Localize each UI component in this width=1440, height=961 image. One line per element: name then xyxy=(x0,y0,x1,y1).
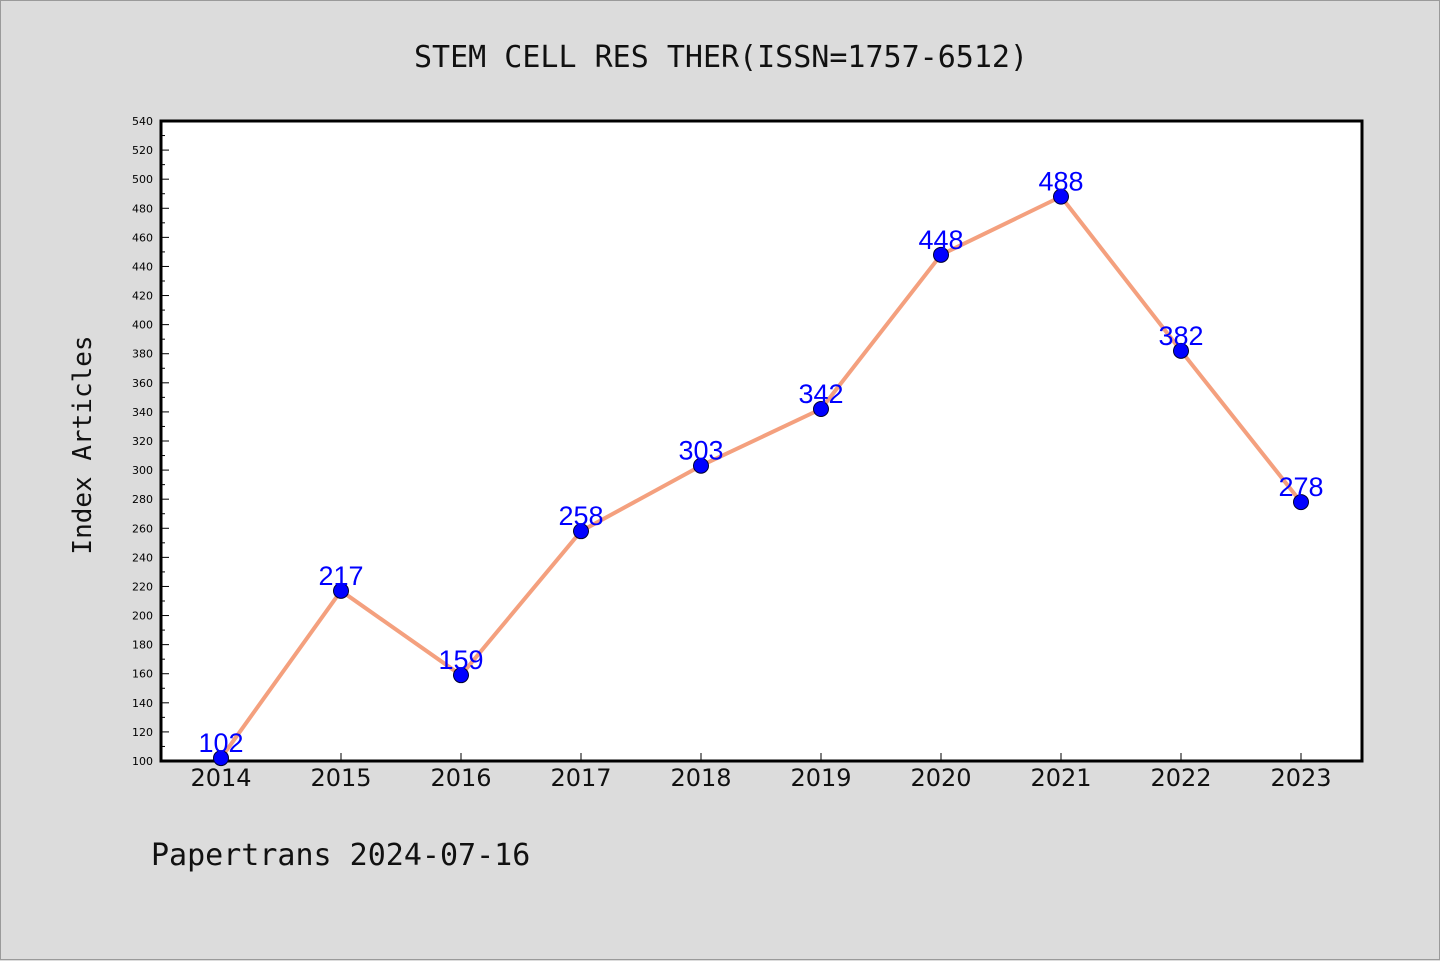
y-tick-label: 220 xyxy=(132,580,153,593)
data-point xyxy=(1053,188,1069,205)
chart-title: STEM CELL RES THER(ISSN=1757-6512) xyxy=(414,40,1028,75)
data-label: 382 xyxy=(1158,321,1203,351)
x-tick-label: 2015 xyxy=(310,764,371,792)
y-axis-label: Index Articles xyxy=(68,335,98,554)
y-tick-label: 440 xyxy=(132,260,153,273)
x-tick-label: 2016 xyxy=(430,764,491,792)
y-tick-label: 500 xyxy=(132,173,153,186)
y-tick-label: 100 xyxy=(132,755,153,768)
y-tick-label: 400 xyxy=(132,319,153,332)
data-point xyxy=(453,667,469,684)
series-line xyxy=(219,194,1303,760)
y-tick-label: 180 xyxy=(132,639,153,652)
y-tick-label: 280 xyxy=(132,493,153,506)
x-tick-label: 2019 xyxy=(790,764,851,792)
y-tick-label: 360 xyxy=(132,377,153,390)
y-tick-label: 540 xyxy=(132,115,153,128)
data-point xyxy=(333,582,349,599)
data-labels: 102 217 159 258 303 342 448 488 382 278 xyxy=(198,167,1323,758)
data-label: 448 xyxy=(918,225,963,255)
y-tick-label: 420 xyxy=(132,290,153,303)
data-point xyxy=(213,750,229,767)
y-axis-ticks: 100 120 140 160 180 200 220 240 260 280 300 320 340 3… xyxy=(132,115,169,768)
y-tick-label: 120 xyxy=(132,726,153,739)
x-axis-ticks: 2014 2015 2016 2017 2018 2019 2020 2021 2022 2023 xyxy=(190,753,1332,792)
x-tick-label: 2021 xyxy=(1030,764,1091,792)
x-tick-label: 2020 xyxy=(910,764,971,792)
data-label: 159 xyxy=(438,645,483,675)
y-tick-label: 480 xyxy=(132,202,153,215)
plot-area xyxy=(159,119,1364,763)
y-tick-label: 240 xyxy=(132,551,153,564)
footer-source-date: Papertrans 2024-07-16 xyxy=(151,838,530,873)
data-markers xyxy=(213,188,1309,767)
data-label: 217 xyxy=(318,561,363,591)
data-label: 278 xyxy=(1278,472,1323,502)
data-point xyxy=(1173,342,1189,359)
x-tick-label: 2023 xyxy=(1270,764,1331,792)
y-tick-label: 200 xyxy=(132,610,153,623)
y-tick-label: 320 xyxy=(132,435,153,448)
y-tick-label: 380 xyxy=(132,348,153,361)
plot-border xyxy=(159,119,1364,763)
data-point xyxy=(573,523,589,540)
y-tick-label: 340 xyxy=(132,406,153,419)
data-label: 342 xyxy=(798,379,843,409)
data-label: 258 xyxy=(558,501,603,531)
y-tick-label: 260 xyxy=(132,522,153,535)
x-tick-label: 2017 xyxy=(550,764,611,792)
y-tick-label: 520 xyxy=(132,144,153,157)
y-tick-label: 160 xyxy=(132,668,153,681)
data-point xyxy=(933,246,949,263)
x-tick-label: 2022 xyxy=(1150,764,1211,792)
x-tick-label: 2018 xyxy=(670,764,731,792)
data-label: 488 xyxy=(1038,167,1083,197)
x-tick-label: 2014 xyxy=(190,764,251,792)
y-tick-label: 140 xyxy=(132,697,153,710)
data-point xyxy=(813,401,829,417)
y-tick-label: 300 xyxy=(132,464,153,477)
data-label: 102 xyxy=(198,728,243,758)
y-tick-label: 460 xyxy=(132,231,153,244)
data-point xyxy=(1293,494,1309,511)
data-point xyxy=(693,457,709,474)
data-label: 303 xyxy=(678,436,723,466)
